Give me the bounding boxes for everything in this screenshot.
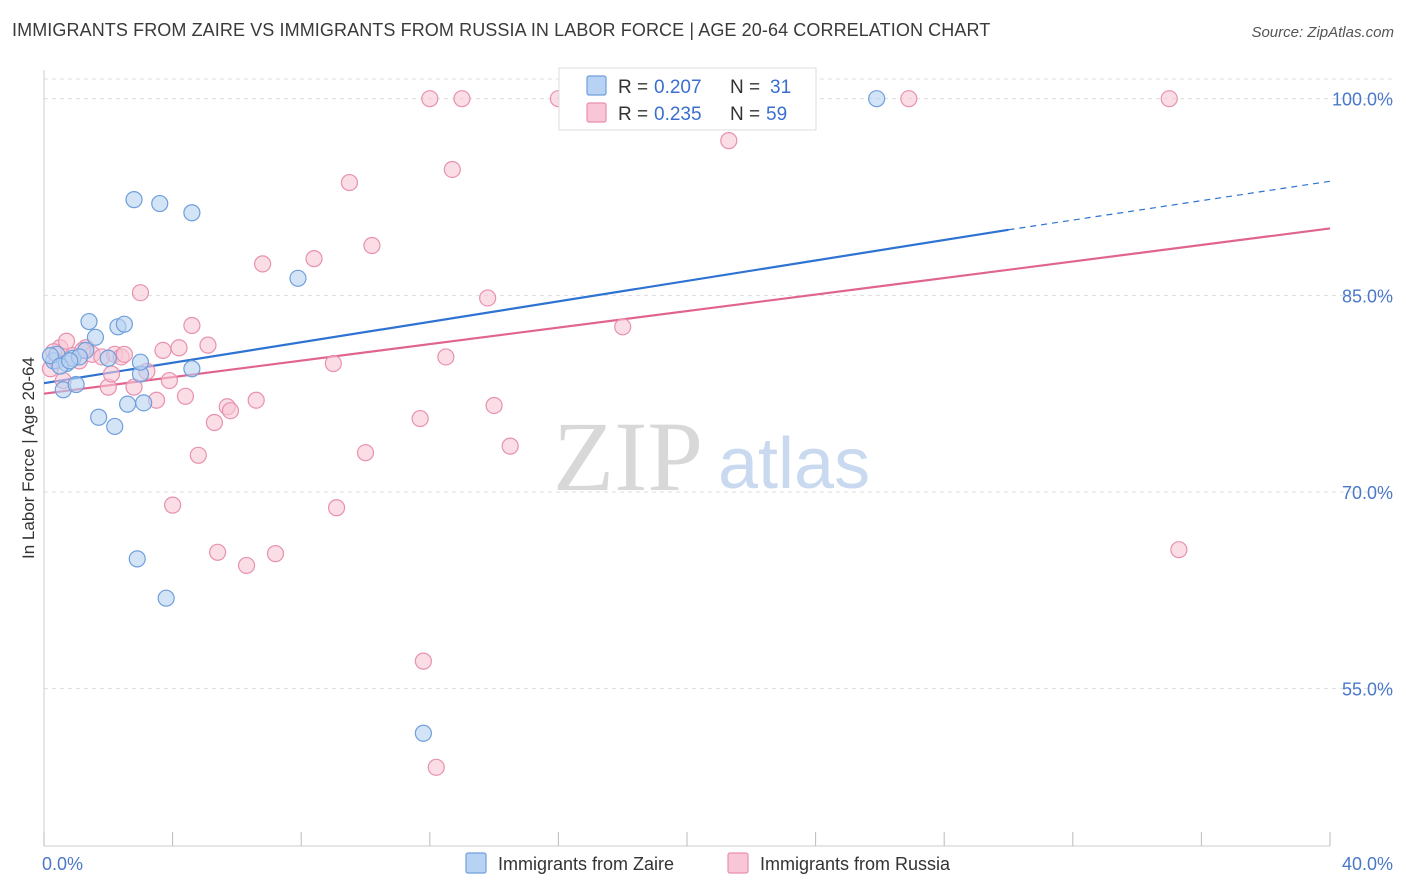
russia-point xyxy=(237,556,256,575)
y-tick-label: 85.0% xyxy=(1342,286,1393,306)
zaire-point xyxy=(80,312,98,331)
chart-title: IMMIGRANTS FROM ZAIRE VS IMMIGRANTS FROM… xyxy=(12,20,991,40)
y-tick-label: 55.0% xyxy=(1342,680,1393,700)
russia-point xyxy=(614,318,632,336)
legend-label-russia: Immigrants from Russia xyxy=(760,854,951,874)
y-axis-label: In Labor Force | Age 20-64 xyxy=(19,357,38,559)
y-tick-label: 100.0% xyxy=(1332,90,1393,110)
russia-point xyxy=(205,413,223,432)
russia-point xyxy=(324,354,342,373)
zaire-n-value: 31 xyxy=(770,77,791,98)
y-tick-labels: 55.0% 70.0% 85.0% 100.0% xyxy=(1332,90,1393,700)
russia-point xyxy=(164,496,182,514)
zaire-trend-line xyxy=(43,228,1009,385)
russia-point xyxy=(115,345,133,363)
russia-point xyxy=(154,341,172,359)
russia-r-label: R = xyxy=(618,104,648,125)
russia-point xyxy=(209,543,227,561)
russia-point xyxy=(453,90,471,108)
russia-point xyxy=(443,160,461,179)
russia-point xyxy=(160,371,178,390)
russia-point xyxy=(176,387,195,405)
zaire-point xyxy=(157,589,175,607)
zaire-n-label: N = xyxy=(730,77,760,98)
legend-swatch-russia xyxy=(727,852,749,874)
russia-point xyxy=(1170,541,1188,559)
stats-legend: R = 0.207 N = 31 R = 0.235 N = 59 xyxy=(558,67,817,131)
trend-lines xyxy=(43,180,1331,395)
zaire-point xyxy=(118,395,137,413)
russia-n-value: 59 xyxy=(766,104,787,125)
zaire-point xyxy=(41,347,60,365)
russia-stats-swatch xyxy=(586,102,607,123)
russia-point xyxy=(485,396,503,415)
zaire-point xyxy=(868,90,886,108)
russia-point xyxy=(266,545,285,563)
zaire-point xyxy=(115,315,133,333)
zaire-r-value: 0.207 xyxy=(654,77,702,98)
legend-swatch-zaire xyxy=(465,852,487,874)
russia-point xyxy=(170,339,188,357)
zaire-point xyxy=(414,724,432,742)
russia-point xyxy=(411,409,429,428)
data-points xyxy=(41,90,1188,776)
source-label: Source: ZipAtlas.com xyxy=(1251,24,1394,41)
zaire-point xyxy=(128,550,146,568)
russia-r-value: 0.235 xyxy=(654,104,702,125)
zaire-point xyxy=(86,328,105,346)
zaire-point xyxy=(183,204,201,222)
russia-point xyxy=(421,90,439,108)
russia-point xyxy=(183,316,201,335)
zaire-point xyxy=(90,408,108,426)
zaire-point xyxy=(99,349,117,367)
zaire-point xyxy=(106,417,124,436)
watermark: ZIP atlas xyxy=(553,401,870,512)
x-tick-label-min: 0.0% xyxy=(42,854,83,874)
gridlines xyxy=(44,78,1395,690)
russia-point xyxy=(720,132,738,150)
russia-point xyxy=(221,402,240,420)
russia-point xyxy=(363,236,381,255)
zaire-point xyxy=(151,194,169,213)
zaire-point xyxy=(183,360,201,378)
watermark-atlas: atlas xyxy=(718,424,870,504)
zaire-point xyxy=(135,394,153,412)
russia-point xyxy=(479,289,497,307)
russia-point xyxy=(327,499,346,517)
series-legend: Immigrants from Zaire Immigrants from Ru… xyxy=(465,852,951,874)
russia-point xyxy=(102,365,121,383)
legend-label-zaire: Immigrants from Zaire xyxy=(498,854,674,874)
zaire-point xyxy=(289,269,307,287)
russia-point xyxy=(414,652,432,670)
russia-point xyxy=(189,446,207,464)
zaire-point xyxy=(125,191,143,209)
russia-point xyxy=(900,90,918,108)
russia-point xyxy=(427,758,445,776)
russia-point xyxy=(501,437,519,455)
russia-point xyxy=(57,332,76,350)
zaire-point xyxy=(131,353,150,371)
x-ticks xyxy=(43,832,1331,846)
zaire-r-label: R = xyxy=(618,77,648,98)
zaire-trend-extension xyxy=(1008,180,1331,231)
x-tick-label-max: 40.0% xyxy=(1342,854,1393,874)
russia-point xyxy=(437,348,455,366)
russia-point xyxy=(247,391,265,409)
russia-trend-line xyxy=(43,227,1331,395)
zaire-point xyxy=(67,375,85,394)
russia-point xyxy=(1160,90,1178,108)
russia-point xyxy=(305,250,323,268)
russia-n-label: N = xyxy=(730,104,760,125)
russia-point xyxy=(340,173,359,192)
russia-point xyxy=(356,444,375,462)
russia-point xyxy=(199,336,217,354)
zaire-point xyxy=(61,352,79,370)
y-tick-label: 70.0% xyxy=(1342,483,1393,503)
watermark-zip: ZIP xyxy=(553,401,703,512)
zaire-stats-swatch xyxy=(586,75,607,96)
russia-point xyxy=(254,255,272,273)
russia-point xyxy=(131,284,150,302)
